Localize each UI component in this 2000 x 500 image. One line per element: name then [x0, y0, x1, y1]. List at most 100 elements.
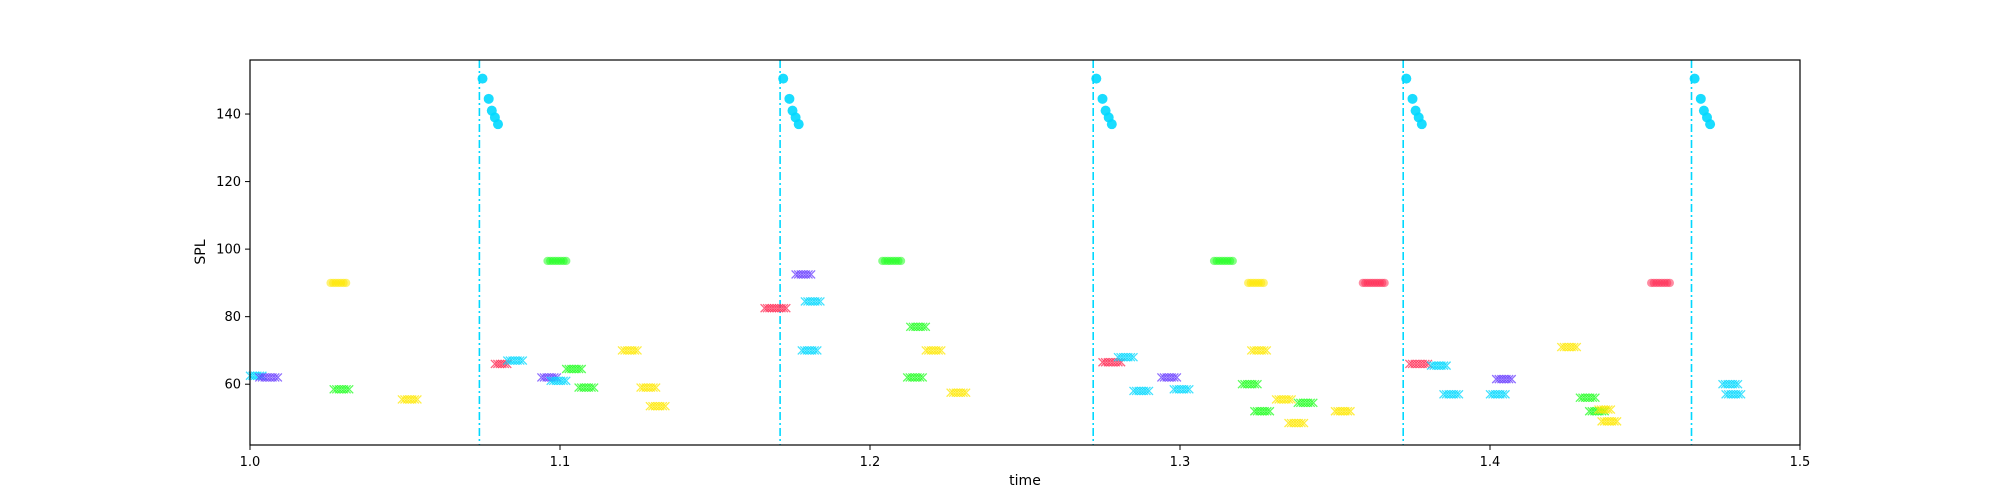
x-tick-label: 1.2	[860, 455, 881, 470]
note-segment	[1113, 352, 1138, 362]
note-point	[1262, 406, 1272, 416]
note-point	[270, 372, 280, 382]
note-point	[1306, 398, 1316, 408]
note-point	[1346, 406, 1355, 416]
note-segment	[797, 345, 822, 355]
note-point	[1287, 394, 1297, 404]
note-point	[412, 394, 422, 404]
note-segment	[760, 303, 791, 313]
note-point	[1454, 389, 1464, 399]
x-axis-ticks: 1.0 1.1 1.2 1.3 1.4 1.5	[240, 445, 1810, 470]
beat-marker-point	[1106, 119, 1117, 130]
note-point	[559, 376, 569, 386]
note-point	[896, 256, 906, 266]
note-point	[1299, 418, 1309, 428]
note-point	[1169, 372, 1179, 382]
note-segment	[1169, 384, 1194, 394]
note-point	[587, 383, 596, 393]
note-point	[630, 345, 640, 355]
note-point	[410, 394, 420, 404]
note-segment	[1404, 359, 1433, 369]
note-segment	[1330, 406, 1355, 416]
note-point	[1569, 342, 1579, 352]
beat-marker-point	[793, 119, 804, 130]
note-point	[779, 303, 789, 313]
note-point	[1572, 342, 1582, 352]
note-segment	[1209, 256, 1237, 266]
beat-marker-point	[493, 119, 503, 130]
note-segment	[791, 269, 816, 279]
beat-marker-point	[1705, 119, 1716, 130]
note-point	[921, 322, 931, 332]
note-segment	[800, 297, 825, 306]
note-point	[959, 388, 968, 398]
note-segment	[561, 364, 587, 374]
note-segment	[1426, 361, 1452, 371]
note-segment	[543, 256, 571, 266]
note-segment	[1594, 405, 1616, 414]
note-point	[1343, 406, 1353, 416]
note-point	[1184, 384, 1194, 394]
note-segment	[1491, 374, 1517, 384]
note-segment	[1718, 379, 1743, 389]
note-point	[934, 345, 944, 355]
beat-marker-point	[1695, 93, 1706, 104]
note-point	[515, 356, 525, 366]
note-point	[589, 383, 599, 393]
note-point	[1590, 393, 1600, 403]
note-point	[915, 372, 925, 382]
note-segment	[1156, 372, 1182, 382]
note-point	[1507, 374, 1517, 384]
note-point	[961, 388, 971, 398]
beat-marker-point	[778, 73, 789, 84]
note-point	[1439, 361, 1449, 371]
note-point	[918, 322, 928, 332]
note-segment	[617, 345, 642, 355]
note-segment	[905, 322, 931, 332]
note-point	[1501, 389, 1510, 399]
note-point	[812, 345, 822, 355]
note-point	[1259, 345, 1269, 355]
beat-marker-point	[1416, 119, 1427, 130]
note-point	[813, 297, 823, 306]
note-segment	[1485, 389, 1510, 399]
note-segment	[574, 383, 599, 393]
note-point	[804, 269, 813, 279]
note-point	[1665, 278, 1675, 288]
note-point	[1182, 384, 1192, 394]
x-tick-label: 1.4	[1480, 455, 1501, 470]
note-segment	[1246, 345, 1272, 355]
beat-marker-point	[1689, 73, 1700, 84]
y-tick-label: 140	[216, 108, 241, 123]
note-segment	[1237, 379, 1262, 389]
note-point	[1733, 379, 1743, 389]
plot-area	[245, 60, 1746, 445]
beat-marker-point	[477, 73, 488, 84]
note-segment	[1293, 398, 1318, 408]
note-segment	[1556, 342, 1582, 352]
x-tick-label: 1.1	[550, 455, 571, 470]
note-segment	[1575, 393, 1600, 403]
note-point	[658, 401, 668, 411]
y-tick-label: 120	[216, 175, 241, 190]
note-point	[273, 372, 283, 382]
note-point	[1730, 379, 1740, 389]
note-point	[1588, 393, 1598, 403]
note-point	[1284, 394, 1294, 404]
note-point	[781, 303, 791, 313]
note-segment	[946, 388, 971, 398]
note-segment	[1439, 389, 1464, 399]
note-point	[1129, 352, 1138, 362]
note-segment	[902, 372, 928, 382]
note-point	[1126, 352, 1136, 362]
note-point	[1736, 389, 1746, 399]
axes-frame	[249, 59, 1801, 446]
note-segment	[1129, 386, 1154, 396]
note-point	[1144, 386, 1154, 396]
note-point	[651, 383, 661, 393]
note-point	[806, 269, 816, 279]
note-segment	[329, 384, 354, 394]
note-point	[660, 401, 670, 411]
note-point	[1603, 405, 1613, 414]
